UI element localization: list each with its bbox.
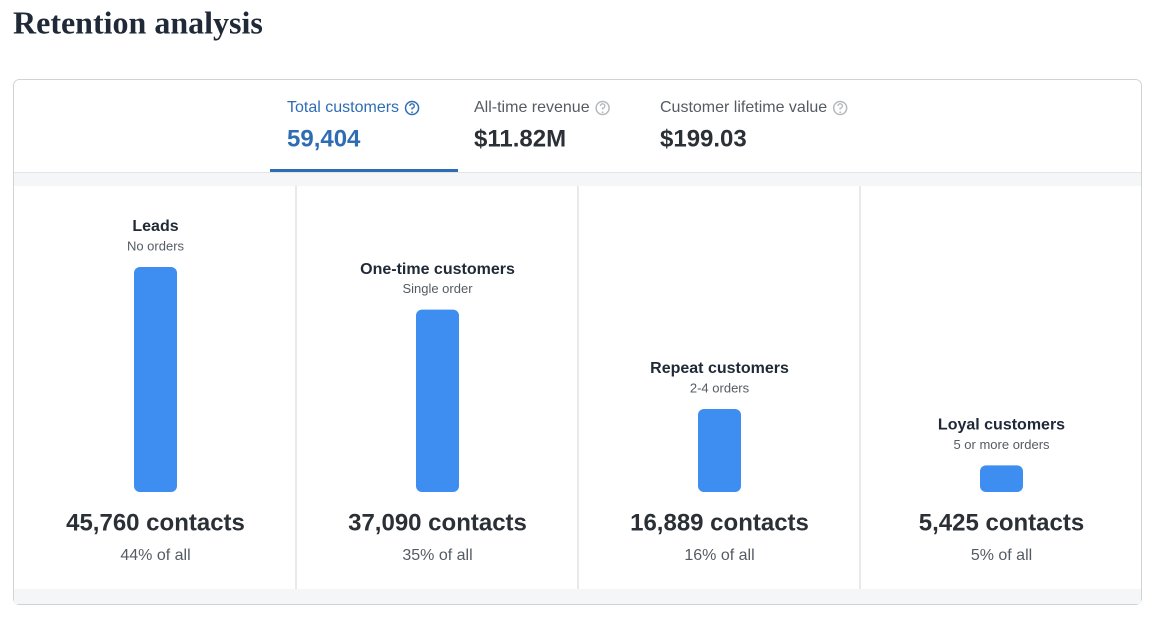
segment-count: 37,090 contacts bbox=[348, 509, 527, 536]
help-icon-dot bbox=[839, 111, 842, 114]
segment-share: 35% of all bbox=[402, 547, 472, 564]
tab-value: $11.82M bbox=[474, 125, 566, 152]
segment-name: Loyal customers bbox=[938, 417, 1065, 434]
separator-strip bbox=[14, 172, 1141, 186]
help-icon-dot bbox=[411, 111, 413, 114]
bar bbox=[698, 408, 741, 492]
help-icon-dot bbox=[601, 111, 604, 114]
page-title: Retention analysis bbox=[13, 4, 263, 40]
footer-strip bbox=[14, 589, 1141, 604]
segment-name: Repeat customers bbox=[650, 360, 789, 377]
segment-count: 5,425 contacts bbox=[919, 509, 1084, 536]
help-icon-glyph bbox=[599, 103, 606, 110]
segment-subtitle: Single order bbox=[402, 281, 473, 296]
help-icon-glyph bbox=[409, 103, 415, 110]
tab-value: 59,404 bbox=[287, 125, 361, 152]
segment-count: 45,760 contacts bbox=[66, 509, 245, 536]
segment-subtitle: 2-4 orders bbox=[690, 380, 750, 395]
segment-count: 16,889 contacts bbox=[630, 509, 809, 536]
segment-share: 44% of all bbox=[120, 547, 190, 564]
segment-subtitle: No orders bbox=[127, 238, 185, 253]
bar bbox=[416, 309, 459, 492]
segment-name: One-time customers bbox=[360, 261, 515, 278]
segment-share: 16% of all bbox=[684, 547, 754, 564]
bar bbox=[134, 267, 177, 492]
tab-value: $199.03 bbox=[660, 125, 747, 152]
tab-label[interactable]: All-time revenue bbox=[474, 99, 590, 116]
tab-label[interactable]: Customer lifetime value bbox=[660, 99, 827, 116]
help-icon-glyph bbox=[837, 103, 844, 110]
segment-subtitle: 5 or more orders bbox=[953, 437, 1050, 452]
help-icon bbox=[404, 100, 420, 116]
active-tab-underline bbox=[270, 169, 458, 172]
segment-share: 5% of all bbox=[971, 547, 1032, 564]
help-icon bbox=[595, 100, 610, 116]
help-icon bbox=[832, 100, 848, 116]
tab-label[interactable]: Total customers bbox=[287, 99, 399, 116]
bar bbox=[980, 465, 1023, 492]
segment-name: Leads bbox=[132, 218, 178, 235]
